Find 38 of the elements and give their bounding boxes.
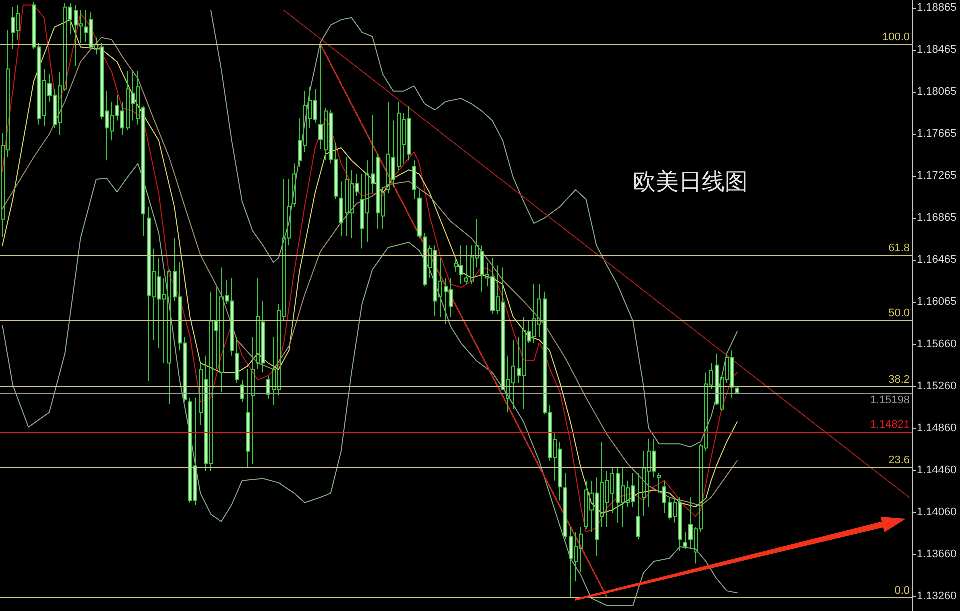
candlestick: [235, 336, 239, 384]
candlestick: [339, 181, 343, 237]
y-tick-label: 1.15260: [917, 380, 957, 392]
y-tick-label: 1.16065: [917, 296, 957, 308]
annotation: 0.0: [894, 584, 910, 597]
ref-line-label: 1.14821: [870, 418, 910, 431]
y-tick-label: 1.15660: [917, 338, 957, 350]
y-tick-label: 1.16465: [917, 254, 957, 266]
annotation: 23.6: [888, 454, 910, 467]
y-tick-label: 1.17665: [917, 128, 957, 140]
y-tick-label: 1.13660: [917, 548, 957, 560]
candlestick: [464, 245, 468, 286]
candlestick: [735, 386, 739, 394]
y-tick-label: 1.17265: [917, 170, 957, 182]
ref-line-label: 1.15198: [870, 394, 910, 406]
annotation: 50.0: [888, 308, 910, 320]
candlestick: [683, 532, 687, 550]
y-tick-label: 1.14860: [917, 422, 957, 434]
text: 欧美日线图: [633, 170, 748, 196]
candlestick: [292, 163, 296, 208]
candlestick: [417, 190, 422, 239]
y-tick-label: 1.18865: [917, 2, 957, 14]
y-tick-label: 1.13260: [917, 590, 957, 602]
annotation: 38.2: [888, 374, 910, 386]
y-tick-label: 1.16865: [917, 212, 957, 224]
y-tick-label: 1.18465: [917, 44, 957, 56]
candlestick: [412, 160, 416, 200]
candlestick: [246, 369, 250, 469]
candlestick: [636, 472, 640, 540]
y-tick-label: 1.18065: [917, 86, 957, 98]
candlestick: [251, 336, 255, 465]
annotation: 61.8: [888, 242, 910, 255]
candlestick: [563, 472, 567, 540]
candlestick: [662, 480, 666, 514]
candlestick: [657, 472, 661, 494]
y-tick-label: 1.14060: [917, 506, 957, 518]
annotation: 100.0: [882, 32, 910, 44]
y-tick-label: 1.14460: [917, 464, 957, 476]
